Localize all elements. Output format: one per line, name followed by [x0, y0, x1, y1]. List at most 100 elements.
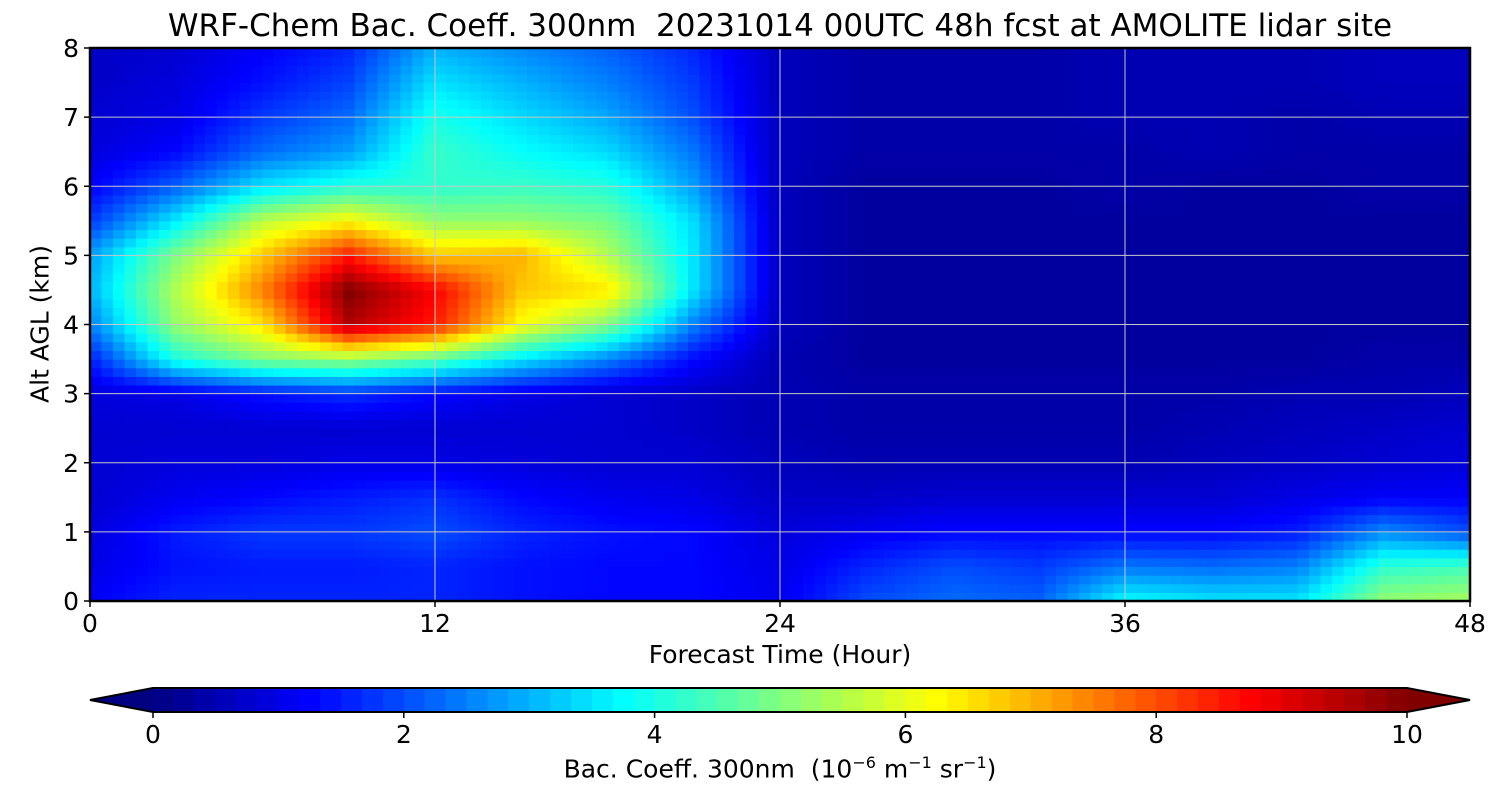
heatmap-cell — [1182, 307, 1195, 317]
heatmap-cell — [722, 359, 735, 369]
heatmap-cell — [1263, 281, 1276, 291]
heatmap-cell — [285, 333, 298, 343]
heatmap-cell — [504, 540, 517, 550]
heatmap-cell — [205, 246, 218, 256]
heatmap-cell — [676, 315, 689, 326]
heatmap-cell — [1010, 393, 1023, 403]
heatmap-cell — [251, 298, 264, 308]
heatmap-cell — [320, 419, 333, 429]
heatmap-cell — [354, 480, 367, 490]
heatmap-cell — [1182, 341, 1195, 352]
heatmap-cell — [435, 497, 448, 507]
heatmap-cell — [159, 307, 172, 317]
heatmap-cell — [1159, 315, 1172, 326]
heatmap-cell — [860, 298, 873, 308]
heatmap-cell — [147, 384, 160, 395]
heatmap-cell — [216, 298, 229, 308]
heatmap-cell — [1355, 471, 1368, 481]
heatmap-cell — [1447, 315, 1460, 326]
heatmap-cell — [929, 462, 942, 472]
heatmap-cell — [182, 359, 195, 369]
heatmap-cell — [308, 497, 321, 507]
heatmap-cell — [814, 505, 827, 516]
heatmap-cell — [1378, 445, 1391, 455]
heatmap-cell — [780, 428, 793, 438]
heatmap-cell — [538, 454, 551, 464]
heatmap-cell — [1309, 549, 1322, 559]
heatmap-cell — [400, 315, 413, 326]
heatmap-cell — [619, 289, 632, 300]
heatmap-cell — [274, 462, 287, 472]
heatmap-cell — [964, 549, 977, 559]
heatmap-cell — [343, 376, 356, 386]
heatmap-cell — [987, 428, 1000, 438]
heatmap-cell — [113, 592, 126, 601]
heatmap-cell — [481, 393, 494, 403]
heatmap-cell — [895, 341, 908, 352]
heatmap-cell — [561, 557, 574, 568]
heatmap-cell — [515, 393, 528, 403]
heatmap-cell — [745, 350, 758, 360]
heatmap-cell — [170, 255, 183, 265]
heatmap-cell — [642, 523, 655, 533]
heatmap-cell — [1125, 419, 1138, 429]
heatmap-cell — [239, 307, 252, 317]
heatmap-cell — [826, 436, 839, 447]
heatmap-cell — [722, 393, 735, 403]
heatmap-cell — [251, 575, 264, 585]
heatmap-cell — [883, 289, 896, 300]
heatmap-cell — [1424, 255, 1437, 265]
heatmap-cell — [343, 428, 356, 438]
heatmap-cell — [1044, 505, 1057, 516]
heatmap-cell — [929, 505, 942, 516]
heatmap-cell — [147, 428, 160, 438]
heatmap-cell — [308, 359, 321, 369]
heatmap-cell — [837, 505, 850, 516]
heatmap-cell — [550, 497, 563, 507]
heatmap-cell — [906, 419, 919, 429]
heatmap-cell — [745, 238, 758, 248]
heatmap-cell — [837, 428, 850, 438]
heatmap-cell — [1263, 497, 1276, 507]
heatmap-cell — [446, 497, 459, 507]
heatmap-cell — [193, 359, 206, 369]
heatmap-cell — [366, 307, 379, 317]
heatmap-cell — [987, 350, 1000, 360]
heatmap-cell — [136, 376, 149, 386]
heatmap-cell — [642, 367, 655, 377]
heatmap-cell — [906, 350, 919, 360]
heatmap-cell — [1309, 333, 1322, 343]
heatmap-cell — [619, 246, 632, 256]
heatmap-cell — [147, 557, 160, 568]
heatmap-cell — [170, 575, 183, 585]
heatmap-cell — [216, 592, 229, 601]
heatmap-cell — [941, 428, 954, 438]
heatmap-cell — [676, 333, 689, 343]
heatmap-cell — [1182, 384, 1195, 395]
heatmap-cell — [883, 471, 896, 481]
heatmap-cell — [1228, 272, 1241, 282]
heatmap-cell — [1228, 298, 1241, 308]
heatmap-cell — [504, 246, 517, 256]
heatmap-cell — [458, 367, 471, 377]
heatmap-cell — [1010, 402, 1023, 412]
heatmap-cell — [768, 583, 781, 593]
heatmap-cell — [1447, 497, 1460, 507]
heatmap-cell — [757, 566, 770, 576]
heatmap-cell — [1286, 298, 1299, 308]
heatmap-cell — [1366, 531, 1379, 542]
heatmap-cell — [159, 480, 172, 490]
heatmap-cell — [297, 540, 310, 550]
heatmap-cell — [734, 505, 747, 516]
heatmap-cell — [607, 289, 620, 300]
heatmap-cell — [1366, 428, 1379, 438]
heatmap-cell — [814, 402, 827, 412]
heatmap-cell — [1309, 281, 1322, 291]
heatmap-cell — [906, 341, 919, 352]
heatmap-cell — [1125, 315, 1138, 326]
heatmap-cell — [849, 575, 862, 585]
heatmap-cell — [1355, 462, 1368, 472]
heatmap-cell — [768, 402, 781, 412]
heatmap-cell — [1182, 419, 1195, 429]
heatmap-cell — [1263, 333, 1276, 343]
